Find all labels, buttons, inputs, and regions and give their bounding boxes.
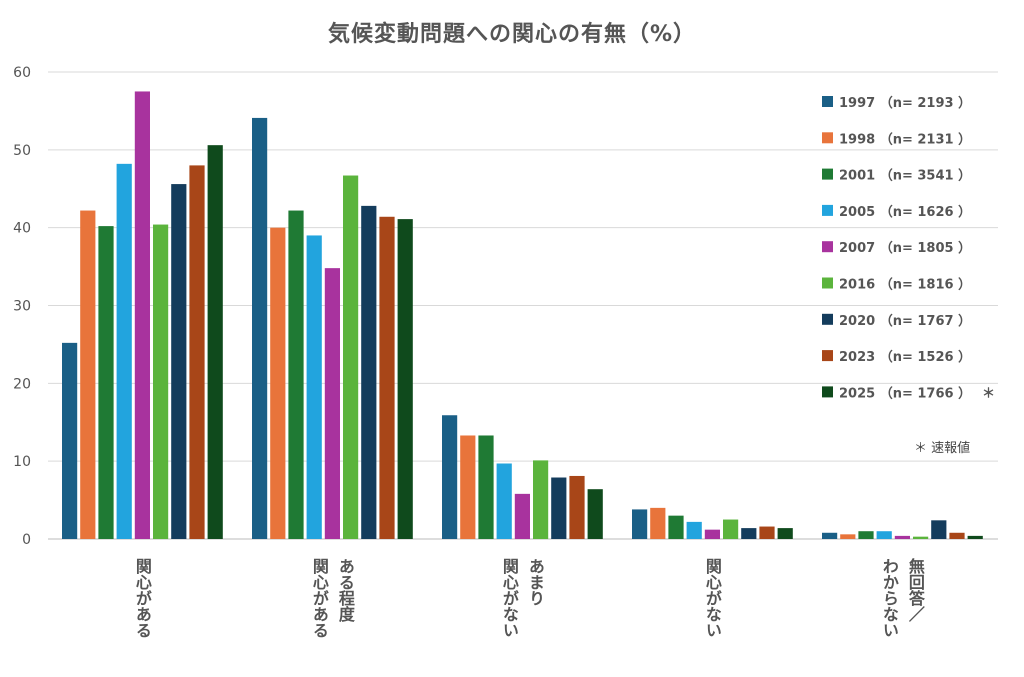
bar — [270, 227, 286, 539]
bar — [397, 219, 413, 540]
legend-label: 2023 （n= 1526 ） — [839, 349, 971, 365]
bar — [668, 515, 684, 539]
legend-swatch — [822, 277, 833, 289]
bar — [361, 205, 377, 539]
legend-swatch — [822, 386, 833, 398]
legend-label: 2005 （n= 1626 ） — [839, 204, 971, 220]
y-tick-label: 40 — [13, 221, 31, 237]
bar — [632, 509, 648, 539]
bar — [80, 210, 96, 539]
bar — [777, 528, 793, 539]
legend-swatch — [822, 241, 833, 253]
bar — [587, 489, 603, 539]
bar — [116, 163, 132, 540]
legend-swatch — [822, 168, 833, 180]
y-tick-label: 10 — [13, 454, 31, 470]
legend-swatch — [822, 350, 833, 362]
bar — [551, 477, 567, 539]
bar — [686, 521, 702, 539]
legend-swatch — [822, 132, 833, 144]
bars — [62, 91, 983, 540]
legend-label: 2001 （n= 3541 ） — [839, 168, 971, 184]
bar — [741, 528, 757, 539]
bar — [949, 532, 965, 539]
legend-swatch — [822, 96, 833, 107]
gridlines — [48, 71, 998, 540]
bar — [171, 184, 187, 539]
bar — [134, 91, 150, 539]
bar — [153, 224, 169, 539]
y-tick-label: 30 — [13, 299, 31, 315]
bar — [288, 210, 304, 539]
x-tick-label: あまり — [526, 558, 545, 606]
legend-label: 1998 （n= 2131 ） — [839, 131, 971, 147]
legend-label: 2016 （n= 1816 ） — [839, 277, 971, 293]
bar — [840, 534, 856, 539]
y-tick-label: 60 — [13, 65, 31, 81]
legend-swatch — [822, 313, 833, 325]
bar — [723, 519, 739, 539]
legend-label: 1997 （n= 2193 ） — [839, 95, 971, 111]
x-tick-label: ある程度 — [336, 558, 355, 623]
bar — [650, 507, 666, 539]
x-tick-label: 無回答／ — [906, 557, 925, 623]
x-tick-label: 関心がある — [133, 558, 152, 638]
bar — [759, 526, 775, 539]
legend-label: 2020 （n= 1767 ） — [839, 313, 971, 329]
bar — [460, 435, 476, 539]
x-tick-label: 関心がない — [500, 558, 519, 638]
bar — [442, 415, 458, 539]
bar — [967, 535, 983, 539]
bar — [324, 268, 340, 539]
bar — [306, 235, 322, 539]
bar — [379, 216, 395, 539]
bar — [704, 529, 720, 539]
bar — [62, 342, 78, 539]
bar — [533, 460, 549, 539]
y-tick-label: 20 — [13, 376, 31, 392]
bar — [569, 475, 585, 539]
legend-label: 2007 （n= 1805 ） — [839, 240, 971, 256]
bar — [514, 493, 530, 539]
bar — [913, 536, 929, 539]
y-axis: 0 10 20 30 40 50 60 — [13, 65, 31, 548]
y-tick-label: 0 — [22, 532, 31, 548]
x-tick-label: 関心がある — [310, 558, 329, 638]
x-tick-label: わからない — [880, 558, 899, 638]
bar — [252, 117, 268, 540]
bar — [496, 463, 512, 539]
bar — [207, 145, 223, 539]
bar — [98, 226, 114, 540]
legend: 1997 （n= 2193 ） 1998 （n= 2131 ） 2001 （n= 3… — [822, 95, 995, 401]
preliminary-note: ＊ 速報値 — [914, 441, 971, 456]
bar — [858, 531, 874, 539]
bar — [822, 532, 838, 539]
x-tick-label: 関心がない — [703, 558, 722, 638]
legend-marker: ＊ — [982, 386, 995, 401]
bar — [931, 520, 947, 539]
bar — [478, 435, 494, 539]
y-tick-label: 50 — [13, 143, 31, 159]
chart-title: 気候変動問題への関心の有無（%） — [327, 22, 697, 47]
bar — [343, 175, 359, 540]
legend-swatch — [822, 204, 833, 216]
bar — [876, 531, 892, 539]
bar — [894, 535, 910, 539]
bar — [189, 165, 205, 539]
legend-label: 2025 （n= 1766 ） — [839, 385, 971, 401]
